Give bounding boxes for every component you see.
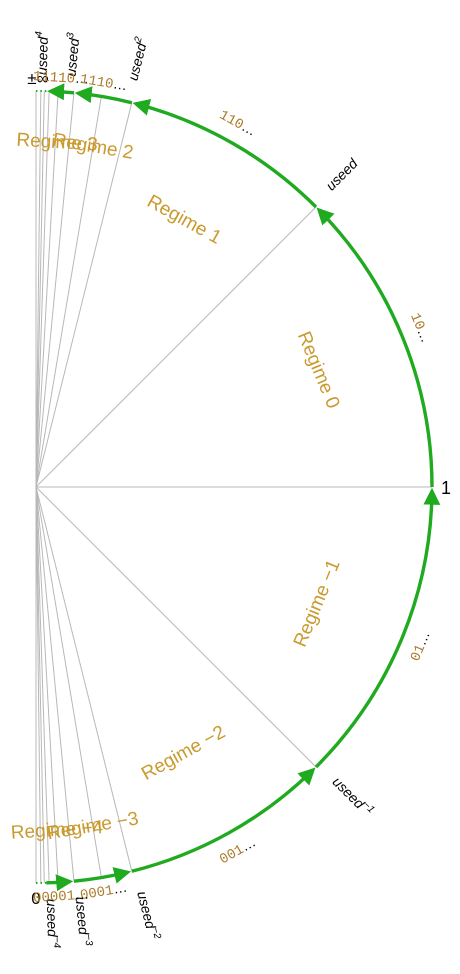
radial-line	[35, 206, 317, 488]
radial-line	[35, 486, 59, 883]
regime-label: Regime −1	[290, 557, 345, 650]
radial-line	[35, 91, 45, 488]
bit-pattern-label: 01…	[406, 628, 434, 663]
radial-line	[35, 91, 42, 488]
bit-pattern-label: 1110…	[79, 70, 129, 96]
radial-line	[35, 486, 133, 872]
bit-pattern-label: 001…	[216, 833, 259, 868]
bit-pattern-label: 10…	[406, 310, 434, 345]
useed-tick-label: useed−3	[73, 896, 95, 947]
useed-base: useed	[73, 896, 93, 937]
bit-pattern-ellipsis: …	[238, 833, 258, 854]
useed-tick-label: useed2	[124, 35, 151, 82]
bit-pattern-label: 00001…	[33, 885, 90, 906]
radial-line	[35, 486, 102, 878]
labels-layer: ±∞ 1 0 useed4useed3useed2useeduseed−1use…	[10, 31, 451, 949]
regime-label: Regime 1	[143, 191, 224, 249]
radial-line	[35, 486, 50, 883]
useed-exponent: −4	[51, 937, 62, 949]
useed-exponent: 2	[133, 35, 145, 44]
useed-tick-label: useed3	[62, 32, 83, 78]
useed-tick-label: useed−1	[329, 773, 376, 820]
bit-pattern-ellipsis: …	[239, 118, 259, 139]
bit-pattern-label: 0001…	[79, 878, 129, 904]
regime-label: Regime −4	[10, 817, 104, 844]
zero-label: 0	[31, 889, 40, 908]
useed-tick-label: useed−4	[44, 898, 62, 948]
bit-pattern-label: 11110…	[33, 67, 90, 88]
bit-pattern-bits: 11110	[33, 69, 76, 88]
useed-base: useed	[34, 35, 51, 75]
arc-segment-arrow	[74, 86, 133, 105]
bit-pattern-ellipsis: …	[74, 885, 89, 902]
useed-base: useed	[322, 154, 361, 193]
useed-tick-label: useed	[322, 154, 361, 193]
useed-base: useed	[63, 36, 83, 77]
radial-line	[35, 91, 50, 488]
bit-pattern-label: 110…	[216, 106, 259, 141]
radial-line	[35, 486, 45, 883]
useed-exponent: −3	[82, 934, 94, 947]
radial-line	[35, 486, 42, 883]
useed-tick-label: useed−2	[134, 889, 163, 942]
useed-base: useed	[134, 889, 159, 931]
arc-segments	[35, 83, 441, 892]
arc-segment-arrow	[73, 867, 132, 884]
bit-pattern-ellipsis: …	[112, 878, 128, 896]
bit-pattern-ellipsis: …	[112, 75, 128, 93]
arc-segment-arrow	[316, 207, 434, 488]
arc-segment-arrow	[46, 874, 74, 892]
radial-line	[35, 92, 75, 488]
bit-pattern-ellipsis: …	[412, 628, 432, 647]
bit-pattern-bits: 0001	[79, 883, 115, 904]
useed-base: useed	[125, 40, 150, 82]
radial-line	[35, 486, 317, 768]
arc-segment-arrow	[132, 98, 318, 209]
bit-pattern-bits: 01	[408, 642, 429, 664]
arc-segment-arrow	[47, 83, 75, 101]
useed-exponent: 4	[34, 31, 45, 37]
bit-pattern-ellipsis: …	[75, 69, 90, 86]
regime-label: Regime 0	[293, 329, 344, 412]
regime-label: Regime −2	[138, 722, 229, 785]
regime-label: Regime 3	[16, 130, 98, 156]
one-label: 1	[441, 478, 451, 498]
radial-line	[35, 486, 75, 882]
radial-line	[35, 91, 59, 488]
useed-exponent: 3	[65, 32, 77, 39]
radial-lines	[35, 91, 432, 883]
bit-pattern-bits: 1110	[79, 71, 115, 92]
infinity-label: ±∞	[27, 69, 48, 88]
bit-pattern-bits: 00001	[33, 888, 76, 907]
useed-tick-label: useed4	[33, 31, 51, 76]
radial-line	[35, 102, 133, 488]
bit-pattern-ellipsis: …	[415, 326, 435, 345]
arc-segment-arrow	[131, 767, 316, 873]
radial-line	[35, 96, 102, 488]
useed-base: useed	[44, 899, 61, 939]
useed-exponent: −2	[149, 926, 163, 940]
bit-pattern-bits: 10	[406, 311, 427, 333]
arc-segment-arrow	[314, 487, 441, 769]
